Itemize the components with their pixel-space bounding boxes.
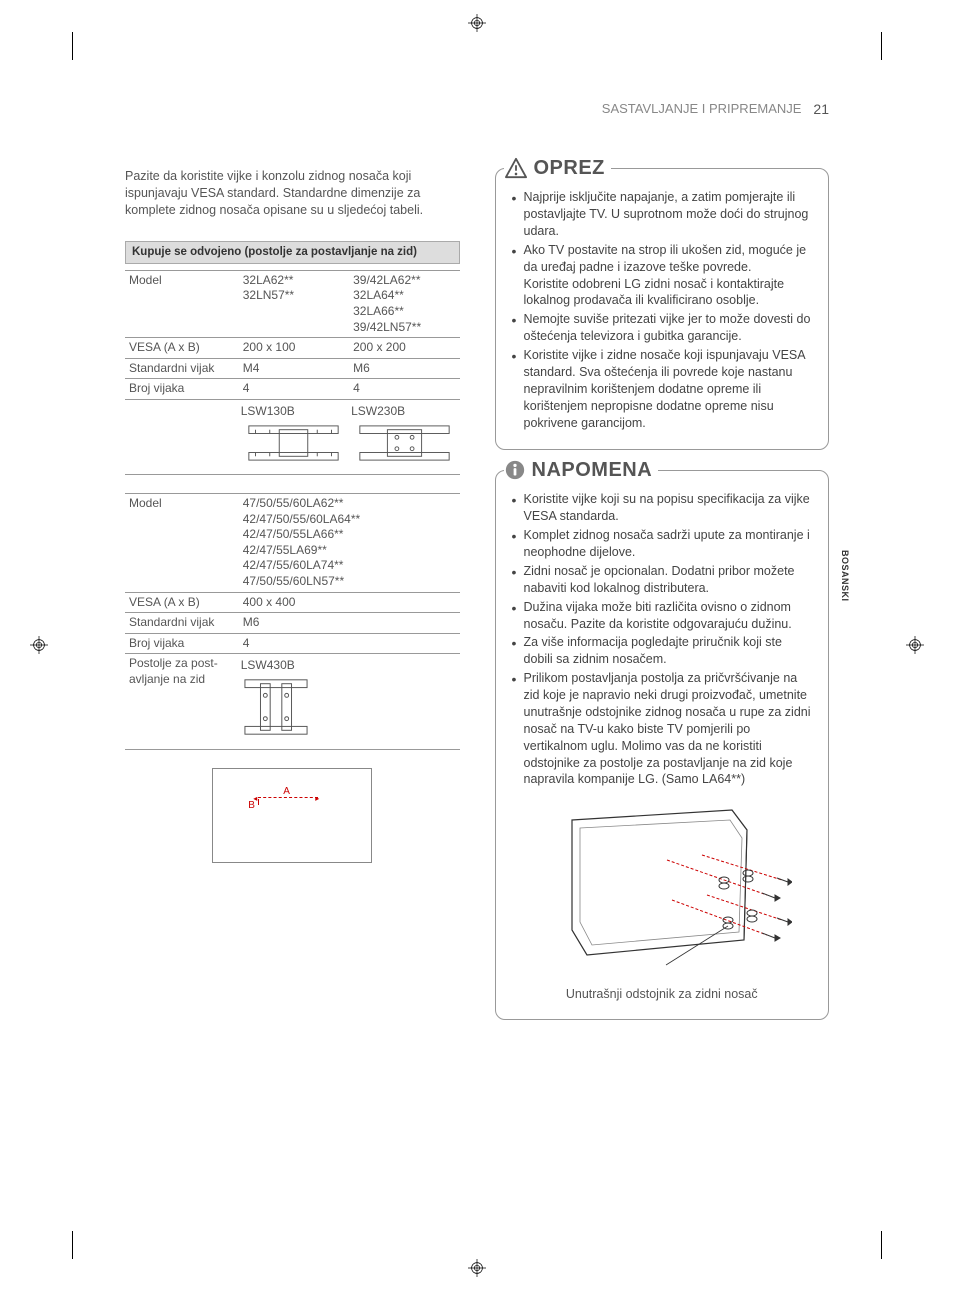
list-item: Zidni nosač je opcionalan. Dodatni pribo… [510,563,815,597]
cell: Standardni vijak [125,358,239,379]
caution-list: Najprije isključite napajanje, a zatim p… [510,189,815,431]
arrow-icon: ▸ [315,794,319,804]
crop-mark [72,32,73,60]
page-header: SASTAVLJANJE I PRIPREMANJE 21 [125,100,829,118]
cell: 47/50/55/60LA62** 42/47/50/55/60LA64** 4… [239,494,460,593]
callout-title: OPREZ [534,155,605,181]
cell: 4 [239,379,349,400]
note-list: Koristite vijke koji su na popisu specif… [510,491,815,788]
cell: 4 [349,379,459,400]
cell: M6 [349,358,459,379]
table-caption: Kupuje se odvojeno (postolje za postavlj… [125,241,460,264]
cell: 4 [239,633,460,654]
registration-mark [906,636,924,654]
cell: LSW130B [239,399,349,474]
list-item: Nemojte suviše pritezati vijke jer to mo… [510,311,815,345]
bracket-icon [246,420,341,466]
left-column: Pazite da koristite vijke i konzolu zidn… [125,168,460,1039]
dimension-label: A [283,785,290,798]
bracket-label: LSW230B [351,404,457,420]
intro-text: Pazite da koristite vijke i konzolu zidn… [125,168,460,219]
cell: Standardni vijak [125,613,239,634]
cell: Model [125,270,239,337]
right-column: OPREZ Najprije isključite napajanje, a z… [495,168,830,1039]
section-title: SASTAVLJANJE I PRIPREMANJE [602,101,802,118]
registration-mark [468,1259,486,1277]
cell: M4 [239,358,349,379]
crop-mark [881,32,882,60]
cell: 200 x 200 [349,338,459,359]
tv-mount-diagram [532,800,792,980]
cell: 400 x 400 [239,592,460,613]
spec-table-1: Model 32LA62** 32LN57** 39/42LA62** 32LA… [125,270,460,475]
bracket-label: LSW430B [241,658,458,674]
cell: VESA (A x B) [125,592,239,613]
vesa-diagram: ◂ ▸ A B [212,768,372,863]
cell: Postolje za post-avljanje na zid [125,654,239,749]
cell: M6 [239,613,460,634]
list-item: Koristite vijke koji su na popisu specif… [510,491,815,525]
diagram-caption: Unutrašnji odstojnik za zidni nosač [510,986,815,1002]
list-item: Najprije isključite napajanje, a zatim p… [510,189,815,240]
warning-icon [504,157,528,179]
cell: Broj vijaka [125,379,239,400]
registration-mark [30,636,48,654]
spec-table-2: Model 47/50/55/60LA62** 42/47/50/55/60LA… [125,493,460,750]
cell [125,399,239,474]
cell: 200 x 100 [239,338,349,359]
cell: Model [125,494,239,593]
page-number: 21 [813,100,829,118]
cell: 39/42LA62** 32LA64** 32LA66** 39/42LN57*… [349,270,459,337]
cell: VESA (A x B) [125,338,239,359]
crop-mark [881,1231,882,1259]
list-item: Prilikom postavljanja postolja za pričvr… [510,670,815,788]
bracket-label: LSW130B [241,404,347,420]
cell: LSW430B [239,654,460,749]
cell: LSW230B [349,399,459,474]
list-item: Komplet zidnog nosača sadrži upute za mo… [510,527,815,561]
crop-mark [72,1231,73,1259]
language-tab: BOSANSKI [838,550,850,602]
dimension-label: B [248,799,255,812]
info-icon [504,459,526,481]
dimension-line [258,799,259,805]
bracket-icon [357,420,452,466]
list-item: Koristite vijke i zidne nosače koji ispu… [510,347,815,431]
list-item: Dužina vijaka može biti različita ovisno… [510,599,815,633]
caution-callout: OPREZ Najprije isključite napajanje, a z… [495,168,830,450]
cell: 32LA62** 32LN57** [239,270,349,337]
bracket-icon [241,674,311,740]
list-item: Za više informacija pogledajte priručnik… [510,634,815,668]
callout-title: NAPOMENA [532,457,653,483]
note-callout: NAPOMENA Koristite vijke koji su na popi… [495,470,830,1019]
list-item: Ako TV postavite na strop ili ukošen zid… [510,242,815,310]
registration-mark [468,14,486,32]
cell: Broj vijaka [125,633,239,654]
